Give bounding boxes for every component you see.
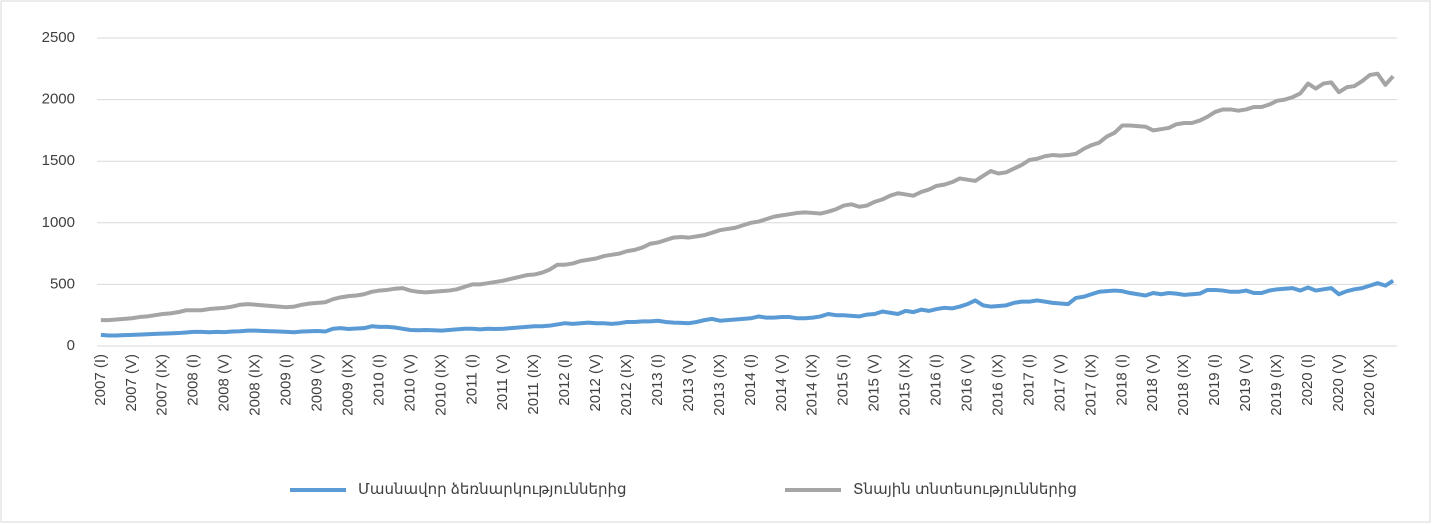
x-tick-label: 2015 (I) (835, 354, 852, 406)
x-tick-label: 2017 (IX) (1082, 354, 1099, 416)
x-tick-label: 2015 (V) (866, 354, 883, 412)
data-line (100, 71, 1395, 323)
y-tick-label: 500 (50, 275, 75, 292)
x-tick-label: 2018 (IX) (1175, 354, 1192, 416)
x-tick-label: 2016 (IX) (989, 354, 1006, 416)
legend-label: Մասնավոր ձեռնարկություններից (358, 481, 627, 498)
x-tick-label: 2013 (IX) (711, 354, 728, 416)
x-tick-label: 2011 (I) (463, 354, 480, 405)
x-tick-label: 2014 (V) (773, 354, 790, 412)
x-tick-label: 2008 (I) (185, 354, 202, 406)
x-tick-label: 2009 (IX) (339, 354, 356, 416)
x-tick-label: 2014 (IX) (804, 354, 821, 416)
x-tick-label: 2018 (I) (1113, 354, 1130, 406)
x-tick-label: 2012 (I) (556, 354, 573, 406)
y-tick-label: 1500 (42, 152, 75, 169)
x-tick-label: 2019 (IX) (1268, 354, 1285, 416)
x-tick-label: 2017 (V) (1051, 354, 1068, 412)
x-tick-label: 2010 (I) (370, 354, 387, 406)
x-tick-label: 2016 (V) (959, 354, 976, 412)
x-tick-label: 2011 (IX) (525, 354, 542, 415)
y-tick-label: 2500 (42, 29, 75, 46)
x-tick-label: 2010 (IX) (432, 354, 449, 416)
x-tick-label: 2014 (I) (742, 354, 759, 406)
x-tick-label: 2007 (V) (123, 354, 140, 412)
x-tick-label: 2018 (V) (1144, 354, 1161, 412)
y-tick-label: 2000 (42, 91, 75, 108)
y-tick-label: 0 (67, 337, 75, 354)
x-tick-label: 2011 (V) (494, 354, 511, 410)
x-tick-label: 2020 (IX) (1361, 354, 1378, 416)
x-tick-label: 2009 (I) (278, 354, 295, 406)
x-tick-label: 2008 (IX) (247, 354, 264, 416)
x-tick-label: 2012 (V) (587, 354, 604, 412)
x-tick-label: 2019 (V) (1237, 354, 1254, 412)
y-tick-label: 1000 (42, 214, 75, 231)
x-tick-label: 2007 (I) (92, 354, 109, 406)
x-tick-label: 2016 (I) (928, 354, 945, 406)
x-tick-label: 2009 (V) (309, 354, 326, 412)
x-tick-label: 2019 (I) (1206, 354, 1223, 406)
x-tick-label: 2008 (V) (216, 354, 233, 412)
x-tick-label: 2020 (V) (1330, 354, 1347, 412)
x-tick-label: 2020 (I) (1299, 354, 1316, 406)
x-tick-label: 2013 (V) (680, 354, 697, 412)
x-tick-label: 2015 (IX) (897, 354, 914, 416)
x-tick-label: 2007 (IX) (154, 354, 171, 416)
x-tick-label: 2010 (V) (401, 354, 418, 412)
x-tick-label: 2013 (I) (649, 354, 666, 406)
x-tick-label: 2012 (IX) (618, 354, 635, 416)
legend-label: Տնային տնտեսություններից (853, 481, 1077, 498)
data-line (100, 279, 1395, 338)
x-tick-label: 2017 (I) (1020, 354, 1037, 406)
